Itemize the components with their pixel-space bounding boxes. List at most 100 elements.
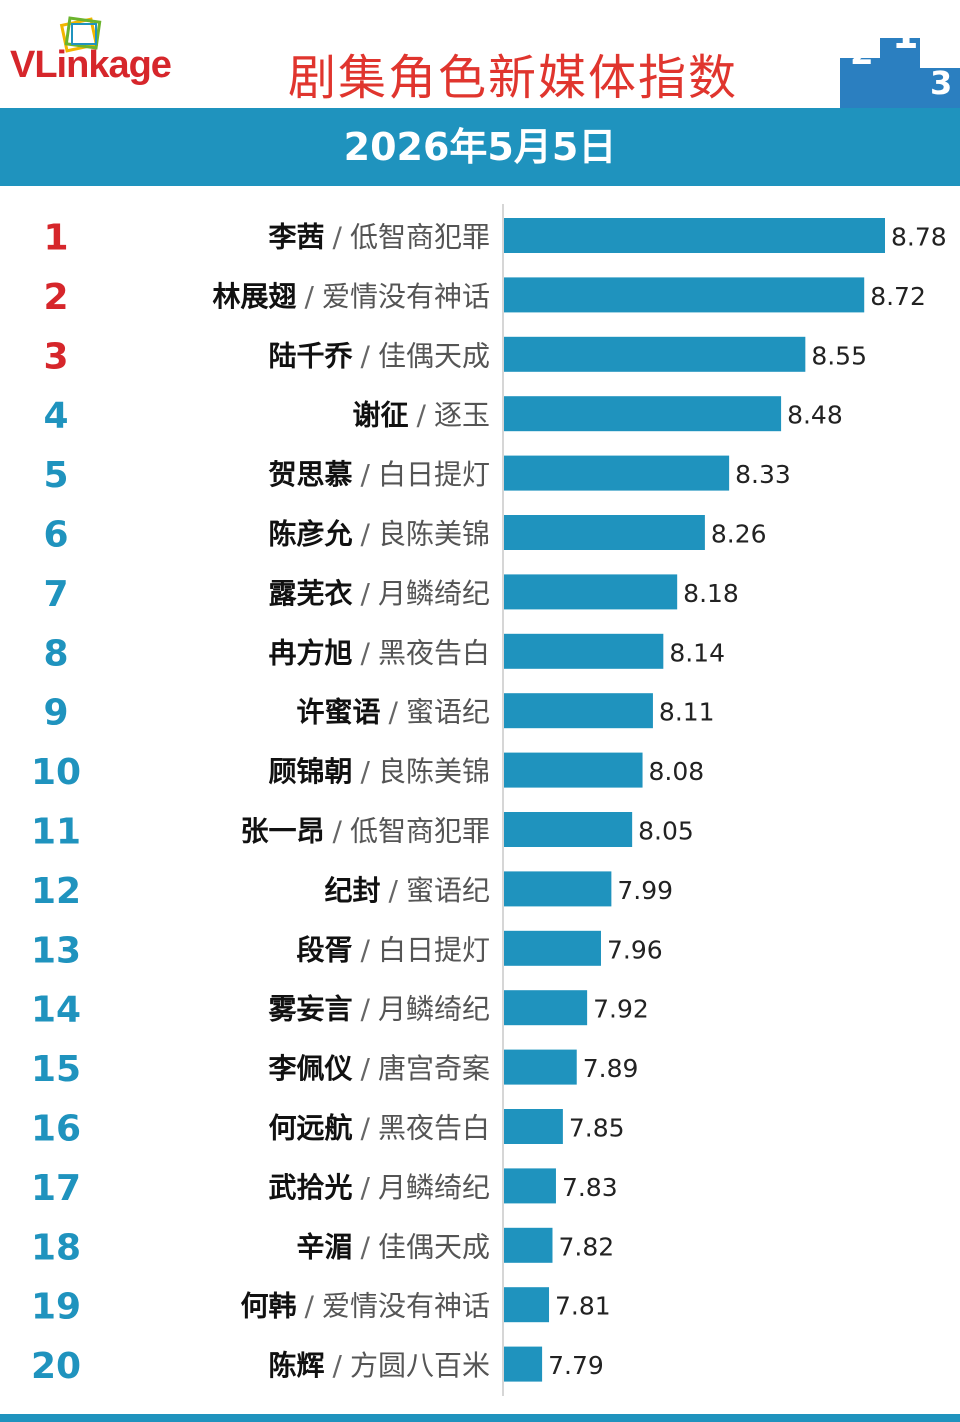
drama-name: 良陈美锦 — [378, 755, 490, 788]
rank-label: 18 — [31, 1227, 81, 1268]
drama-name: 佳偶天成 — [378, 1230, 490, 1263]
bar — [504, 1168, 556, 1204]
bar — [504, 693, 653, 729]
drama-name: 白日提灯 — [378, 933, 490, 966]
category-label: 冉方旭 / 黑夜告白 — [269, 636, 490, 669]
separator: / — [361, 1052, 371, 1085]
rank-label: 1 — [43, 218, 68, 259]
role-name: 李佩仪 — [269, 1052, 354, 1085]
rank-label: 4 — [43, 396, 68, 437]
category-label: 辛湄 / 佳偶天成 — [297, 1230, 490, 1263]
rank-label: 14 — [31, 990, 81, 1031]
bar — [504, 871, 612, 907]
value-label: 7.82 — [558, 1232, 614, 1261]
bar — [504, 1049, 577, 1085]
category-label: 何韩 / 爱情没有神话 — [241, 1290, 490, 1323]
rank-label: 16 — [31, 1109, 81, 1150]
separator: / — [361, 1230, 371, 1263]
drama-name: 佳偶天成 — [378, 339, 490, 372]
separator: / — [389, 696, 399, 729]
role-name: 陆千乔 — [269, 339, 354, 372]
bar — [504, 455, 730, 491]
rank-label: 3 — [43, 336, 68, 377]
drama-name: 低智商犯罪 — [350, 221, 490, 254]
role-name: 张一昂 — [241, 815, 325, 848]
value-label: 7.92 — [593, 995, 649, 1024]
category-label: 陈彦允 / 良陈美锦 — [269, 518, 490, 551]
value-label: 8.33 — [735, 460, 791, 489]
rank-label: 19 — [31, 1287, 81, 1328]
category-label: 纪封 / 蜜语纪 — [325, 874, 490, 907]
separator: / — [333, 815, 343, 848]
value-label: 7.83 — [562, 1173, 618, 1202]
rank-label: 17 — [31, 1168, 81, 1209]
drama-name: 方圆八百米 — [350, 1349, 490, 1382]
separator: / — [389, 874, 399, 907]
rank-label: 13 — [31, 930, 81, 971]
bar — [504, 633, 664, 669]
category-label: 段胥 / 白日提灯 — [297, 933, 490, 966]
category-label: 李茜 / 低智商犯罪 — [269, 221, 490, 254]
drama-name: 蜜语纪 — [406, 696, 490, 729]
separator: / — [417, 399, 427, 432]
category-label: 何远航 / 黑夜告白 — [269, 1112, 490, 1145]
chart-date: 2026年5月5日 — [343, 125, 617, 169]
category-label: 李佩仪 / 唐宫奇案 — [269, 1052, 490, 1085]
rank-label: 12 — [31, 871, 81, 912]
role-name: 贺思慕 — [269, 458, 353, 491]
date-band — [0, 108, 960, 186]
value-label: 7.79 — [548, 1351, 604, 1380]
role-name: 谢征 — [353, 399, 409, 432]
category-label: 顾锦朝 / 良陈美锦 — [269, 755, 490, 788]
rank-label: 15 — [31, 1049, 81, 1090]
podium-number-3: 3 — [930, 64, 952, 102]
rank-label: 8 — [43, 633, 68, 674]
category-label: 陆千乔 / 佳偶天成 — [269, 339, 490, 372]
value-label: 8.26 — [711, 520, 767, 549]
value-label: 8.08 — [649, 757, 705, 786]
separator: / — [305, 280, 315, 313]
role-name: 何远航 — [269, 1112, 353, 1145]
ranking-bar-chart: 1 李茜 / 低智商犯罪 8.782 林展翅 / 爱情没有神话 8.723 陆千乔 / 佳偶天成 8.5… — [31, 204, 947, 1396]
separator: / — [361, 1171, 371, 1204]
bar — [504, 336, 806, 372]
role-name: 陈彦允 — [269, 518, 353, 551]
header: VLinkage 剧集角色新媒体指数 2 1 3 — [0, 0, 960, 108]
separator: / — [333, 1349, 343, 1382]
value-label: 8.14 — [669, 638, 725, 667]
role-name: 段胥 — [297, 933, 353, 966]
separator: / — [361, 933, 371, 966]
category-label: 露芜衣 / 月鳞绮纪 — [269, 577, 490, 610]
logo: VLinkage — [10, 44, 172, 87]
value-label: 8.05 — [638, 817, 694, 846]
drama-name: 逐玉 — [434, 399, 490, 432]
podium-icon: 2 1 3 — [840, 14, 960, 108]
role-name: 露芜衣 — [269, 577, 353, 610]
category-label: 陈辉 / 方圆八百米 — [269, 1349, 490, 1382]
category-label: 雾妄言 / 月鳞绮纪 — [269, 993, 490, 1026]
rank-label: 20 — [31, 1346, 81, 1387]
logo-text: VLinkage — [10, 44, 172, 86]
drama-name: 爱情没有神话 — [322, 1290, 490, 1323]
value-label: 7.96 — [607, 935, 663, 964]
value-label: 8.72 — [870, 282, 926, 311]
value-label: 8.78 — [891, 223, 947, 252]
bar — [504, 752, 643, 788]
bar — [504, 1227, 553, 1263]
role-name: 辛湄 — [297, 1230, 353, 1263]
role-name: 纪封 — [325, 874, 381, 907]
bar — [504, 930, 601, 966]
drama-name: 爱情没有神话 — [322, 280, 490, 313]
value-label: 7.81 — [555, 1292, 611, 1321]
category-label: 林展翅 / 爱情没有神话 — [213, 280, 490, 313]
category-label: 许蜜语 / 蜜语纪 — [297, 696, 490, 729]
bar — [504, 396, 782, 432]
bar — [504, 1287, 550, 1323]
drama-name: 蜜语纪 — [406, 874, 490, 907]
bar — [504, 218, 885, 253]
value-label: 8.55 — [811, 341, 867, 370]
role-name: 雾妄言 — [269, 993, 353, 1026]
rank-label: 10 — [31, 752, 81, 793]
drama-name: 低智商犯罪 — [350, 815, 490, 848]
value-label: 7.99 — [617, 876, 673, 905]
